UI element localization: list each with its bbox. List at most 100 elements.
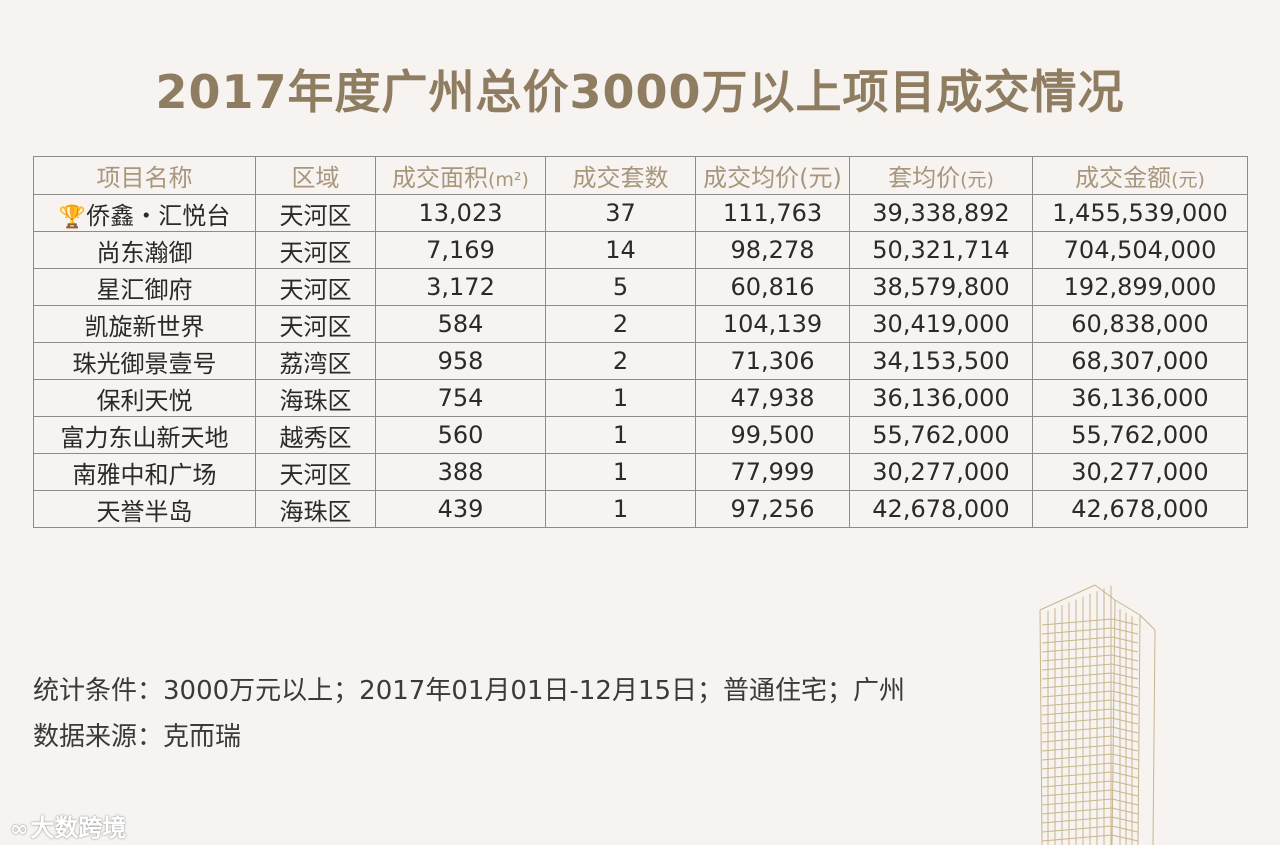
cell-text: 97,256 (730, 495, 815, 523)
cell-text: 南雅中和广场 (72, 460, 217, 489)
cell-unit-price: 36,136,000 (849, 379, 1033, 417)
cell-name: 南雅中和广场 (33, 453, 256, 491)
brand-logo: ∞大数跨境 (10, 808, 126, 843)
cell-avg-price: 47,938 (695, 379, 850, 417)
cell-text: 958 (437, 347, 484, 375)
cell-total: 55,762,000 (1032, 416, 1248, 454)
table-row: 保利天悦 海珠区 754 1 47,938 36,136,000 36,136,000 (33, 379, 1248, 417)
cell-text: 39,338,892 (872, 199, 1010, 227)
cell-text: 42,678,000 (1071, 495, 1209, 523)
cell-text: 439 (437, 495, 484, 523)
cell-area: 584 (375, 305, 546, 343)
cell-district: 天河区 (255, 231, 376, 269)
cell-unit-price: 39,338,892 (849, 194, 1033, 232)
cell-units: 14 (545, 231, 696, 269)
cell-text: 荔湾区 (279, 349, 352, 378)
cell-avg-price: 98,278 (695, 231, 850, 269)
header-area-label: 成交面积 (392, 164, 489, 192)
cell-text: 1 (612, 495, 629, 523)
cell-text: 天河区 (279, 312, 352, 341)
cell-text: 584 (437, 310, 484, 338)
cell-text: 14 (605, 236, 636, 264)
cell-text: 1 (612, 421, 629, 449)
cell-text: 2 (612, 347, 629, 375)
cell-text: 海珠区 (279, 386, 352, 415)
table-row: 珠光御景壹号 荔湾区 958 2 71,306 34,153,500 68,307,000 (33, 342, 1248, 380)
header-total: 成交金额(元) (1032, 156, 1248, 195)
cell-text: 50,321,714 (872, 236, 1010, 264)
cell-text: 34,153,500 (872, 347, 1010, 375)
cell-avg-price: 104,139 (695, 305, 850, 343)
table-header-row: 项目名称 区域 成交面积(m²) 成交套数 成交均价(元) 套均价 (元) 成交金… (33, 156, 1248, 195)
cell-district: 天河区 (255, 453, 376, 491)
table-row: 尚东瀚御 天河区 7,169 14 98,278 50,321,714 704,504,00… (33, 231, 1248, 269)
table-row: 凯旋新世界 天河区 584 2 104,139 30,419,000 60,838,000 (33, 305, 1248, 343)
cell-text: 704,504,000 (1063, 236, 1217, 264)
cell-district: 天河区 (255, 268, 376, 306)
cell-avg-price: 99,500 (695, 416, 850, 454)
cell-area: 439 (375, 490, 546, 528)
cell-text: 天河区 (279, 275, 352, 304)
cell-area: 7,169 (375, 231, 546, 269)
cell-area: 3,172 (375, 268, 546, 306)
cell-avg-price: 60,816 (695, 268, 850, 306)
cell-total: 192,899,000 (1032, 268, 1248, 306)
cell-unit-price: 38,579,800 (849, 268, 1033, 306)
logo-mark-icon: ∞ (10, 817, 29, 842)
cell-total: 1,455,539,000 (1032, 194, 1248, 232)
table-row: 南雅中和广场 天河区 388 1 77,999 30,277,000 30,277,000 (33, 453, 1248, 491)
cell-text: 越秀区 (279, 423, 352, 452)
cell-text: 104,139 (722, 310, 823, 338)
header-name: 项目名称 (33, 156, 256, 195)
cell-text: 36,136,000 (1071, 384, 1209, 412)
cell-text: 天河区 (279, 460, 352, 489)
cell-total: 704,504,000 (1032, 231, 1248, 269)
cell-name: 尚东瀚御 (33, 231, 256, 269)
cell-text: 7,169 (426, 236, 495, 264)
cell-text: 560 (437, 421, 484, 449)
cell-unit-price: 42,678,000 (849, 490, 1033, 528)
cell-text: 42,678,000 (872, 495, 1010, 523)
cell-text: 36,136,000 (872, 384, 1010, 412)
header-avg-price: 成交均价(元) (695, 156, 850, 195)
cell-total: 68,307,000 (1032, 342, 1248, 380)
cell-avg-price: 77,999 (695, 453, 850, 491)
cell-text: 60,838,000 (1071, 310, 1209, 338)
cell-text: 55,762,000 (872, 421, 1010, 449)
cell-text: 30,277,000 (1071, 458, 1209, 486)
cell-units: 37 (545, 194, 696, 232)
logo-text: 大数跨境 (30, 814, 127, 842)
cell-area: 13,023 (375, 194, 546, 232)
cell-text: 98,278 (730, 236, 815, 264)
cell-text: 71,306 (730, 347, 815, 375)
header-unit-price-label: 套均价 (888, 164, 961, 192)
cell-text: 星汇御府 (96, 275, 193, 304)
header-total-unit: (元) (1171, 169, 1205, 191)
cell-total: 42,678,000 (1032, 490, 1248, 528)
cell-total: 30,277,000 (1032, 453, 1248, 491)
cell-units: 1 (545, 379, 696, 417)
cell-unit-price: 34,153,500 (849, 342, 1033, 380)
cell-text: 68,307,000 (1071, 347, 1209, 375)
cell-text: 30,277,000 (872, 458, 1010, 486)
header-units: 成交套数 (545, 156, 696, 195)
cell-text: 天誉半岛 (96, 497, 193, 526)
trophy-icon: 🏆 (58, 204, 87, 230)
cell-units: 2 (545, 342, 696, 380)
cell-avg-price: 97,256 (695, 490, 850, 528)
cell-district: 荔湾区 (255, 342, 376, 380)
cell-avg-price: 111,763 (695, 194, 850, 232)
cell-text: 凯旋新世界 (84, 312, 205, 341)
cell-text: 37 (605, 199, 636, 227)
header-area-unit: (m²) (488, 169, 529, 191)
cell-text: 754 (437, 384, 484, 412)
cell-text: 1 (612, 458, 629, 486)
header-district: 区域 (255, 156, 376, 195)
cell-name: 天誉半岛 (33, 490, 256, 528)
table-row: 星汇御府 天河区 3,172 5 60,816 38,579,800 192,899,000 (33, 268, 1248, 306)
cell-units: 5 (545, 268, 696, 306)
cell-area: 388 (375, 453, 546, 491)
cell-text: 侨鑫・汇悦台 (86, 201, 231, 230)
cell-area: 560 (375, 416, 546, 454)
cell-area: 958 (375, 342, 546, 380)
